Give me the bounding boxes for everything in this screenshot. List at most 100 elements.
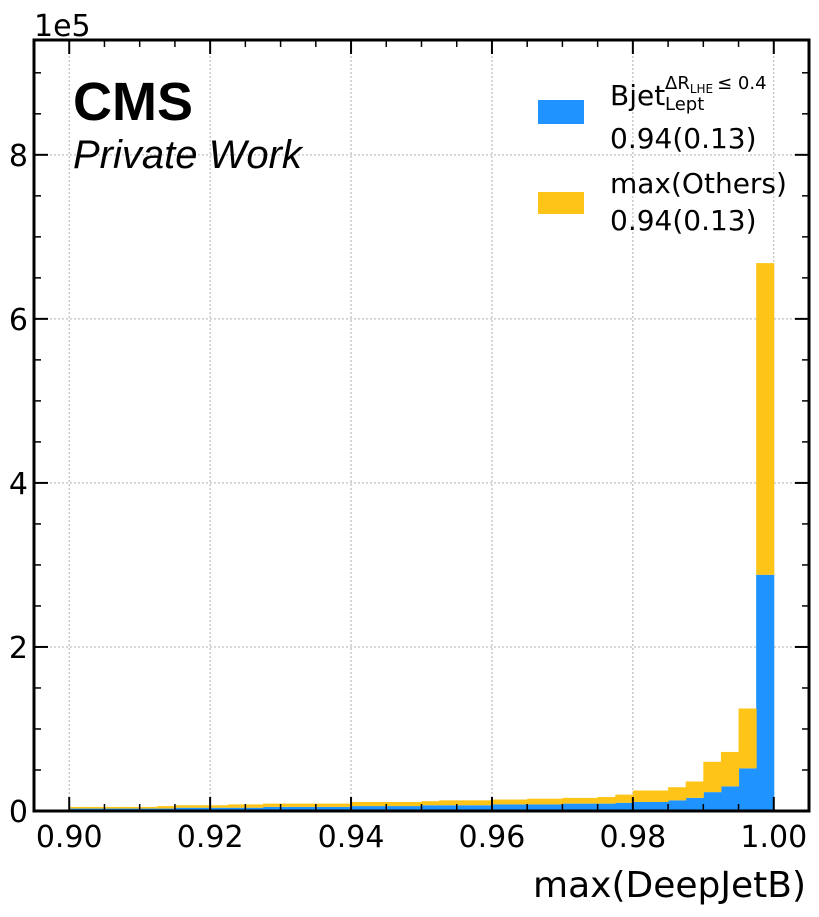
bar-others [333,803,352,807]
bar-bjet [333,806,352,811]
bar-bjet [351,806,370,811]
bar-bjet [368,806,387,811]
bar-others [69,806,88,809]
y-tick-label: 8 [9,139,28,174]
x-tick-label: 0.96 [459,820,526,855]
bar-others [280,803,299,807]
bar-others [474,800,493,806]
bar-bjet [527,804,546,811]
bar-others [668,787,687,801]
legend-label-bjet-main: Bjet [610,79,665,112]
bar-bjet [403,806,422,811]
bar-bjet [439,805,458,811]
bar-bjet [174,807,194,811]
bar-bjet [315,806,334,811]
bar-bjet [298,806,317,811]
bar-others [632,790,651,802]
experiment-title: CMS [73,72,193,132]
bar-others [580,797,599,804]
legend-label-bjet-sup-sub: LHE [690,82,713,96]
bar-bjet [685,797,704,811]
bar-others [157,806,176,809]
x-tick-label: 0.94 [318,820,385,855]
bar-others [122,806,141,809]
bar-others [403,801,422,807]
bar-bjet [580,803,599,811]
bar-others [527,798,546,805]
bar-others [298,803,317,807]
bar-others [615,794,634,803]
bar-others [456,800,475,806]
bar-bjet [756,574,775,811]
bar-bjet [615,802,634,811]
histogram-bars [69,263,775,811]
experiment-subtitle: Private Work [73,133,304,177]
legend-label-others: max(Others) [610,167,787,200]
bar-others [368,801,387,807]
bar-bjet [210,807,229,811]
y-multiplier-label: 1e5 [34,9,91,44]
legend-value-others: 0.94(0.13) [610,204,757,237]
bar-others [509,799,528,805]
bar-bjet [668,800,687,811]
bar-bjet [245,807,264,811]
y-tick-label: 4 [9,467,28,502]
legend-swatch-bjet [538,100,584,124]
bar-others [756,263,775,575]
bar-bjet [544,804,563,811]
legend-entry-others: max(Others) 0.94(0.13) [538,167,787,237]
legend-value-bjet: 0.94(0.13) [610,122,757,155]
bar-others [174,805,194,808]
bar-others [439,800,458,806]
bar-bjet [421,805,440,811]
x-tick-label: 1.00 [740,820,807,855]
bar-bjet [738,768,757,811]
bar-bjet [456,805,475,811]
bar-others [650,790,669,802]
bar-others [210,805,229,808]
bar-bjet [280,806,299,811]
bar-others [421,801,440,806]
bar-others [262,803,282,807]
bar-others [192,805,211,808]
plot-frame [32,38,811,813]
bar-bjet [650,801,669,811]
bar-others [386,801,405,807]
legend-label-bjet-sup-tail: ≤ 0.4 [717,73,766,94]
bar-others [597,797,616,804]
legend-label-bjet: Bjet [610,79,665,112]
bar-others [86,806,105,809]
y-tick-label: 2 [9,631,28,666]
bar-others [544,798,563,805]
bar-others [685,781,704,798]
y-tick-label: 6 [9,303,28,338]
bar-bjet [491,804,511,811]
x-tick-label: 0.98 [599,820,666,855]
bar-others [491,799,511,805]
legend-entry-bjet: Bjet ΔRLHE ≤ 0.4 Lept 0.94(0.13) [538,73,767,155]
bar-bjet [632,801,651,811]
legend-label-bjet-sup: ΔRLHE ≤ 0.4 [665,73,767,96]
legend-swatch-others [538,192,584,214]
legend: Bjet ΔRLHE ≤ 0.4 Lept 0.94(0.13) max(Othe… [538,73,787,237]
y-tick-label: 0 [9,795,28,830]
bar-others [315,803,334,807]
bar-others [139,806,158,809]
bar-bjet [474,805,493,811]
bar-others [245,804,264,808]
axis-ticks: 0.90 0.92 0.94 0.96 0.98 1.00 0 2 4 6 8 [9,40,810,855]
bar-bjet [227,807,246,811]
bar-bjet [720,786,740,811]
x-tick-label: 0.90 [36,820,103,855]
bar-others [720,751,740,787]
bar-bjet [562,803,581,811]
bar-others [227,804,246,808]
bar-bjet [262,806,282,811]
bar-others [104,806,123,809]
bar-bjet [703,792,722,811]
grid [34,40,809,811]
x-tick-label: 0.92 [177,820,244,855]
legend-label-bjet-sup-main: ΔR [665,73,690,94]
bar-others [703,761,722,793]
